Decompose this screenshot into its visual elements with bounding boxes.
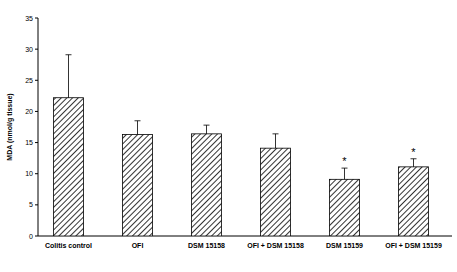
y-tick xyxy=(35,80,38,81)
error-stem xyxy=(137,121,138,135)
y-tick xyxy=(35,49,38,50)
significance-mark: * xyxy=(342,155,347,167)
y-tick xyxy=(35,111,38,112)
x-tick-label: DSM 15158 xyxy=(188,242,225,249)
bar xyxy=(399,167,429,236)
bar xyxy=(261,148,291,236)
error-bar xyxy=(135,121,141,135)
error-cap xyxy=(411,158,417,159)
y-tick xyxy=(35,204,38,205)
bars xyxy=(54,55,429,236)
error-stem xyxy=(413,159,414,167)
y-tick-label: 5 xyxy=(29,201,33,208)
chart-svg: 0 5 10 15 20 25 30 35 MDA (nmol/g tissue) Colitis… xyxy=(0,0,457,272)
x-tick-label: OFI + DSM 15159 xyxy=(385,242,442,249)
error-bar xyxy=(273,134,279,148)
x-tick-label: DSM 15159 xyxy=(326,242,363,249)
bar xyxy=(54,98,84,236)
y-axis-label: MDA (nmol/g tissue) xyxy=(6,93,14,160)
error-cap xyxy=(66,54,72,55)
x-tick-label: Colitis control xyxy=(45,242,92,249)
y-tick xyxy=(35,142,38,143)
y-tick-label: 0 xyxy=(29,233,33,240)
error-cap xyxy=(135,120,141,121)
y-tick-label: 20 xyxy=(25,108,33,115)
y-tick xyxy=(35,173,38,174)
bar xyxy=(192,134,222,236)
error-cap xyxy=(342,168,348,169)
x-axis xyxy=(38,236,452,237)
bar xyxy=(123,134,153,236)
error-bar xyxy=(66,55,72,98)
y-tick-label: 15 xyxy=(25,139,33,146)
error-stem xyxy=(344,168,345,179)
y-tick-label: 10 xyxy=(25,170,33,177)
error-bar xyxy=(342,168,348,179)
y-tick xyxy=(35,236,38,237)
y-tick-label: 25 xyxy=(25,77,33,84)
y-tick xyxy=(35,18,38,19)
significance-mark: * xyxy=(411,146,416,158)
y-axis xyxy=(38,18,39,236)
y-tick-label: 30 xyxy=(25,46,33,53)
error-stem xyxy=(206,125,207,134)
x-tick-label: OFI + DSM 15158 xyxy=(247,242,304,249)
error-cap xyxy=(204,125,210,126)
chart: 0 5 10 15 20 25 30 35 MDA (nmol/g tissue) Colitis… xyxy=(0,0,457,272)
x-tick-label: OFI xyxy=(132,242,144,249)
error-cap xyxy=(273,133,279,134)
error-stem xyxy=(68,55,69,98)
bar xyxy=(330,179,360,236)
error-bar xyxy=(204,125,210,134)
y-tick-label: 35 xyxy=(25,15,33,22)
error-bar xyxy=(411,159,417,167)
error-stem xyxy=(275,134,276,148)
